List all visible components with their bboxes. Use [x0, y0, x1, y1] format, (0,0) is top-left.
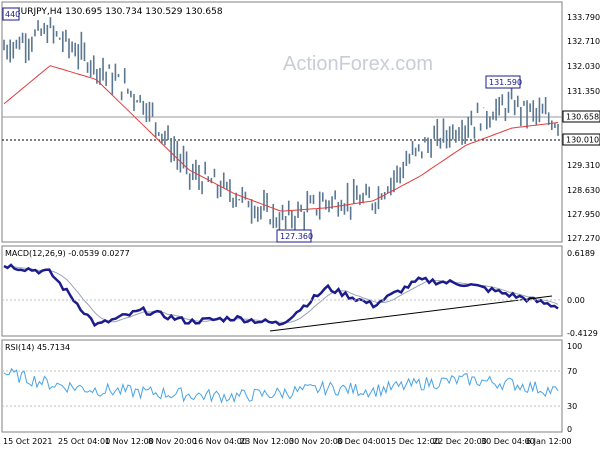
rsi-tick: 70: [567, 367, 577, 376]
macd-title: MACD(12,26,9) -0.0539 0.0277: [5, 249, 130, 258]
macd-line: [3, 263, 559, 328]
symbol-info: EURJPY,H4 130.695 130.734 130.529 130.65…: [15, 7, 223, 17]
time-label: 1 Nov 12:00: [105, 437, 154, 446]
macd-tick: 0.6189: [567, 249, 595, 258]
rsi-tick: 30: [567, 402, 577, 411]
moving-average-line: [3, 65, 559, 212]
support-price-box: [562, 133, 600, 146]
macd-trendline: [269, 295, 553, 332]
rsi-panel: [1, 339, 563, 433]
rsi-line: [3, 367, 559, 404]
price-tick: 128.630: [567, 186, 600, 195]
price-tick: 131.350: [567, 87, 600, 96]
high-annotation: 131.590: [485, 75, 522, 89]
low-annotation: 127.360: [276, 229, 313, 243]
time-label: 15 Dec 12:00: [386, 437, 440, 446]
time-label: 6 Jan 12:00: [526, 437, 572, 446]
price-tick: 132.030: [567, 62, 600, 71]
time-label: 30 Dec 04:00: [481, 437, 535, 446]
time-axis: 15 Oct 2021 25 Oct 04:00 1 Nov 12:00 8 N…: [3, 437, 572, 446]
price-tick: 127.270: [567, 234, 600, 243]
top-annotation: 440: [2, 7, 20, 21]
rsi-title: RSI(14) 45.7134: [5, 343, 70, 352]
price-axis: 133.790 132.710 132.030 131.350 130.658 …: [562, 13, 600, 243]
current-price-box: [562, 110, 600, 123]
watermark: ActionForex.com: [283, 53, 433, 75]
macd-panel: [1, 245, 563, 337]
price-bars: [3, 17, 559, 237]
rsi-tick: 100: [567, 342, 582, 351]
price-tick: 127.950: [567, 210, 600, 219]
macd-tick: 0.00: [567, 296, 585, 305]
time-label: 8 Dec 04:00: [337, 437, 386, 446]
high-annotation-label: 131.590: [489, 78, 522, 87]
time-label: 8 Nov 20:00: [148, 437, 197, 446]
time-label: 25 Oct 04:00: [58, 437, 110, 446]
time-label: 22 Dec 20:00: [433, 437, 487, 446]
low-annotation-label: 127.360: [280, 232, 313, 241]
rsi-tick: 0: [567, 425, 572, 434]
macd-tick: -0.4129: [567, 329, 598, 338]
support-price-label: 130.010: [566, 136, 599, 145]
macd-axis: 0.6189 0.00 -0.4129: [567, 249, 598, 338]
price-tick: 129.310: [567, 161, 600, 170]
current-price-label: 130.658: [566, 113, 599, 122]
rsi-axis: 100 70 30 0: [567, 342, 582, 434]
price-tick: 133.790: [567, 13, 600, 22]
macd-signal-line: [3, 265, 559, 323]
time-label: 16 Nov 04:00: [193, 437, 247, 446]
time-label: 30 Nov 20:00: [289, 437, 343, 446]
time-label: 23 Nov 12:00: [240, 437, 294, 446]
top-annotation-label: 440: [5, 10, 20, 19]
price-tick: 132.710: [567, 37, 600, 46]
time-label: 15 Oct 2021: [3, 437, 52, 446]
